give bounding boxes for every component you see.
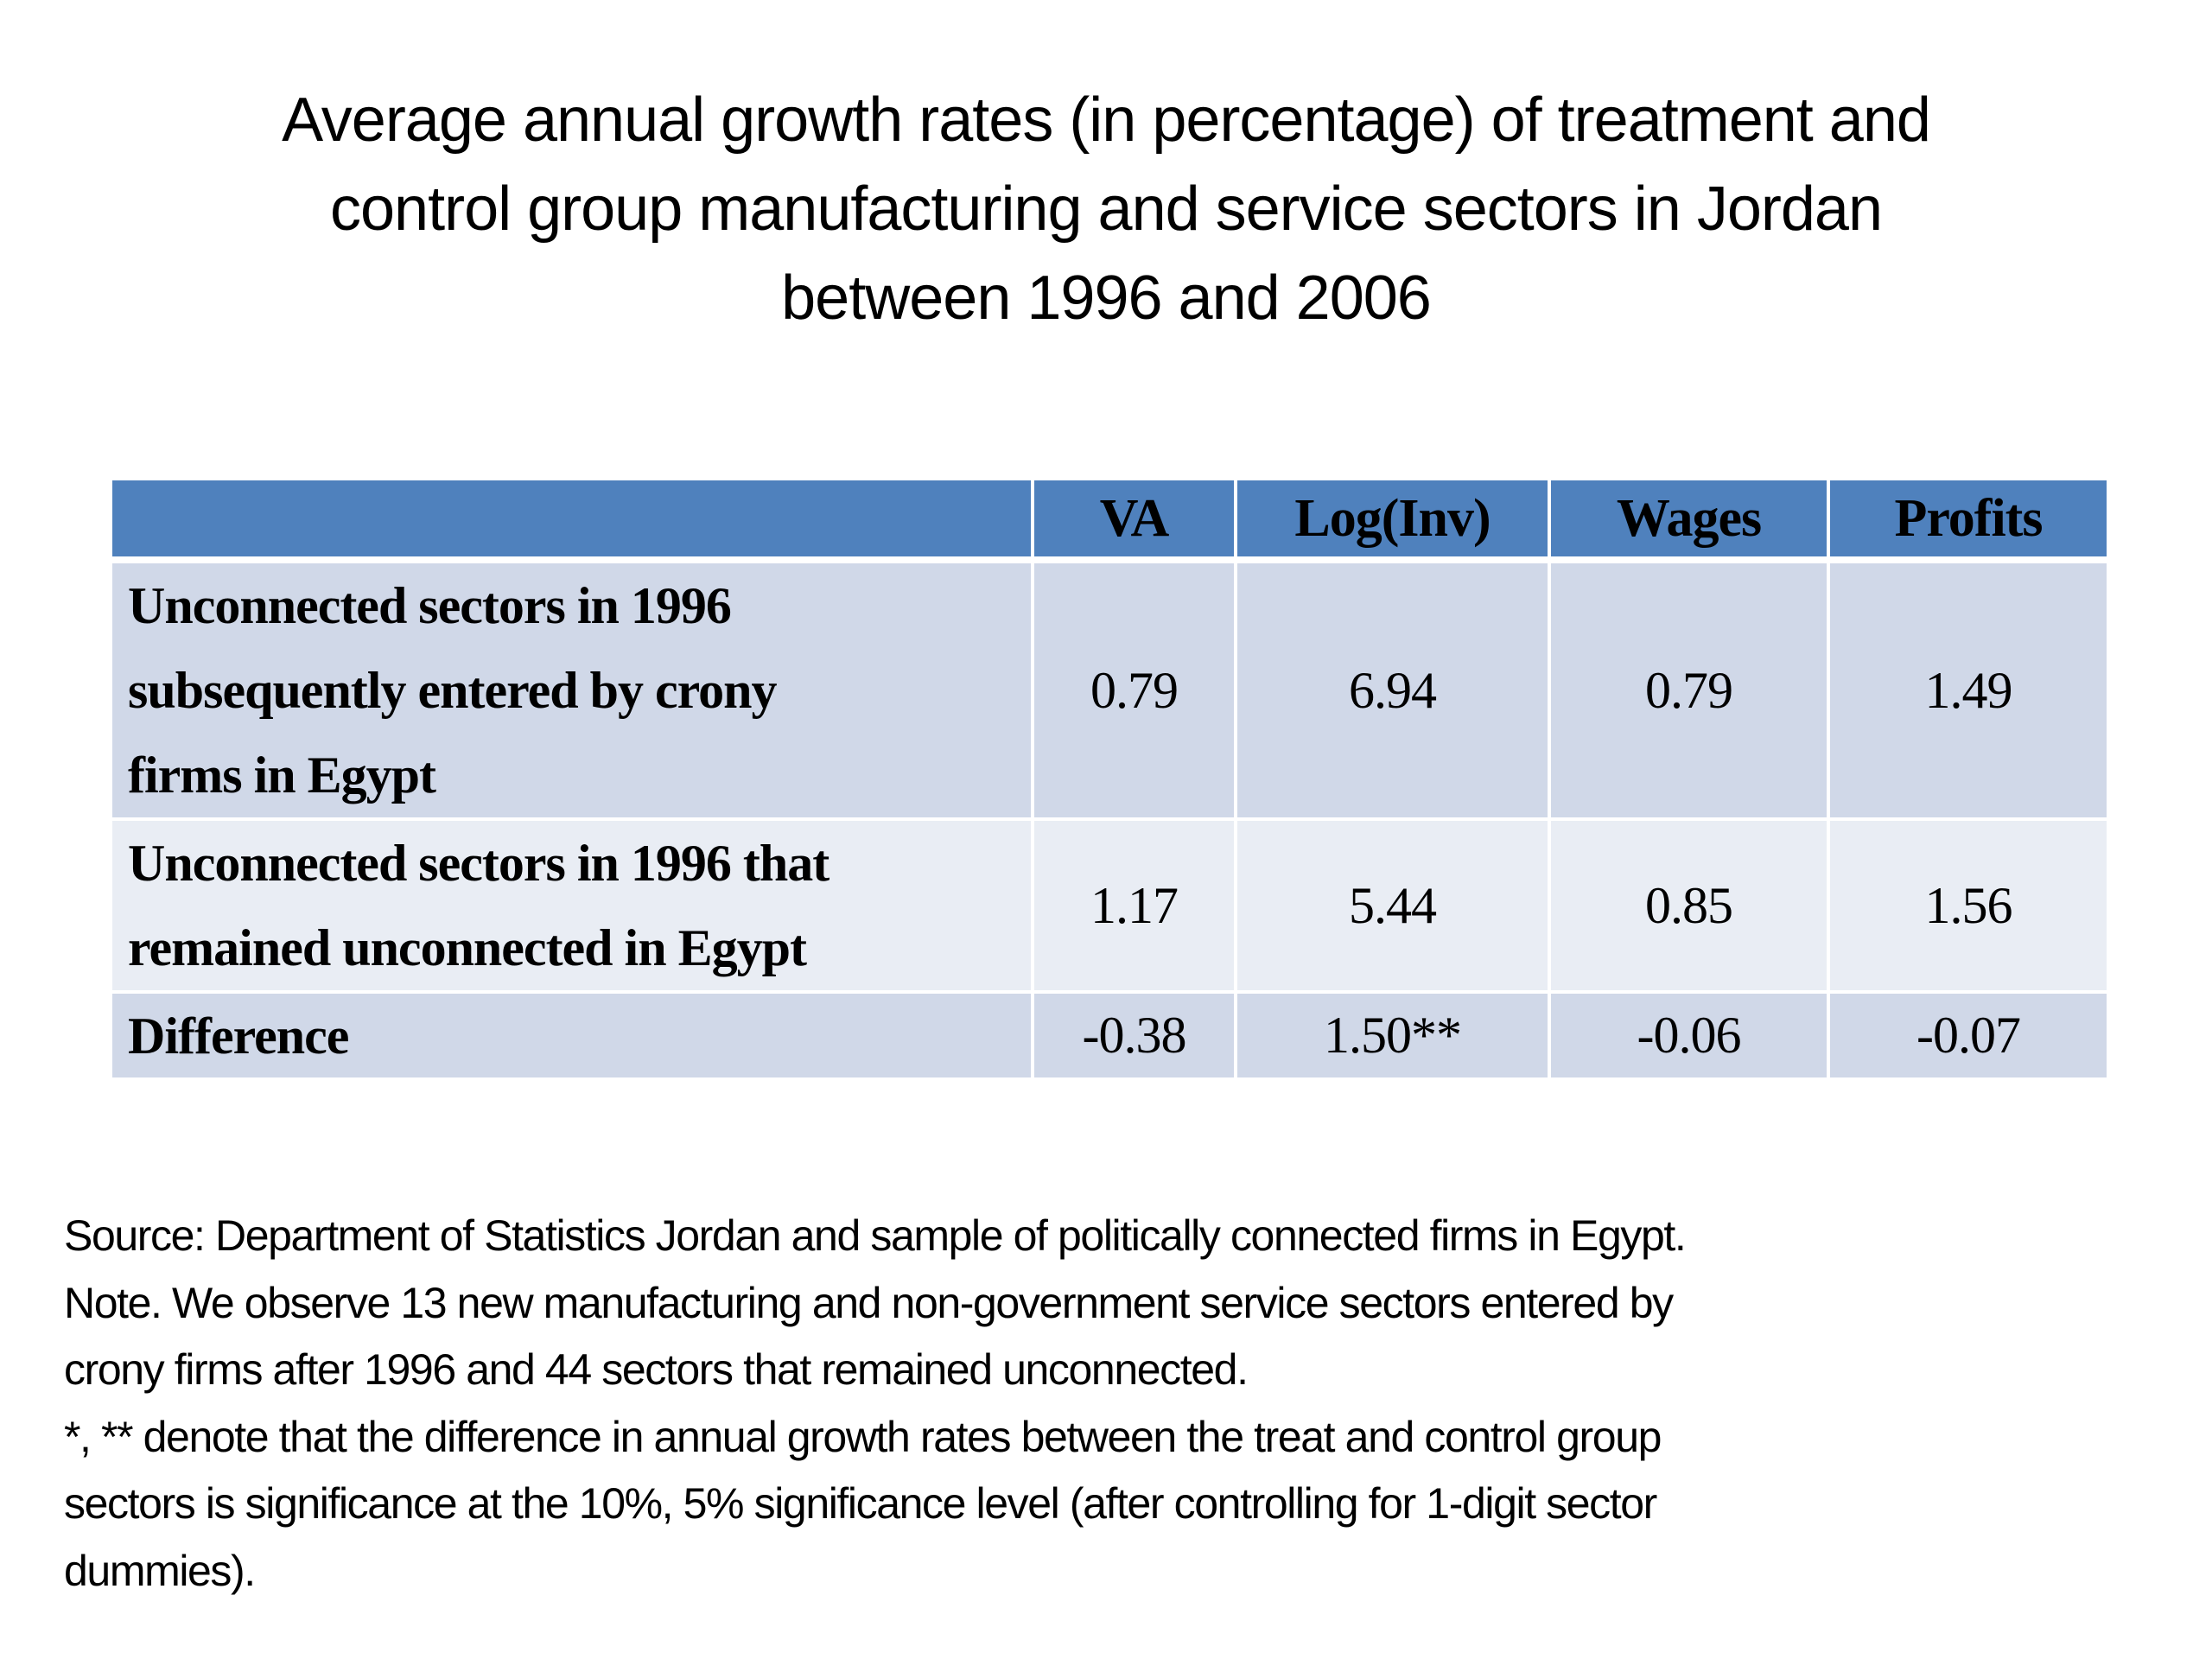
table-row-difference: Difference -0.38 1.50** -0.06 -0.07 xyxy=(112,994,2107,1081)
title-line: between 1996 and 2006 xyxy=(781,264,1432,333)
header-cell-log-inv: Log(Inv) xyxy=(1237,480,1551,563)
row-label: Difference xyxy=(112,994,1034,1081)
source-notes: Source: Department of Statistics Jordan … xyxy=(64,1203,2190,1605)
row-label: Unconnected sectors in 1996 that remaine… xyxy=(112,821,1034,994)
row-label-line: remained unconnected in Egypt xyxy=(128,919,807,976)
note-line: crony firms after 1996 and 44 sectors th… xyxy=(64,1345,1249,1394)
cell-log-inv: 6.94 xyxy=(1237,563,1551,821)
header-cell-wages: Wages xyxy=(1551,480,1830,563)
table-header-row: VA Log(Inv) Wages Profits xyxy=(112,480,2107,563)
row-label-line: firms in Egypt xyxy=(128,747,436,804)
cell-profits: 1.49 xyxy=(1830,563,2107,821)
title-line: control group manufacturing and service … xyxy=(330,175,1883,244)
significance-note-line: dummies). xyxy=(64,1546,256,1595)
cell-log-inv: 1.50** xyxy=(1237,994,1551,1081)
title-line: Average annual growth rates (in percenta… xyxy=(282,86,1931,155)
cell-va: 1.17 xyxy=(1034,821,1237,994)
row-label-line: subsequently entered by crony xyxy=(128,662,778,719)
note-line: Note. We observe 13 new manufacturing an… xyxy=(64,1278,1674,1327)
row-label-line: Unconnected sectors in 1996 xyxy=(128,577,732,634)
row-label-line: Unconnected sectors in 1996 that xyxy=(128,835,830,892)
cell-profits: -0.07 xyxy=(1830,994,2107,1081)
growth-rates-table: VA Log(Inv) Wages Profits Unconnected se… xyxy=(112,480,2107,1081)
row-label: Unconnected sectors in 1996 subsequently… xyxy=(112,563,1034,821)
table-row: Unconnected sectors in 1996 subsequently… xyxy=(112,563,2107,821)
cell-va: -0.38 xyxy=(1034,994,1237,1081)
source-line: Source: Department of Statistics Jordan … xyxy=(64,1211,1687,1260)
table-row: Unconnected sectors in 1996 that remaine… xyxy=(112,821,2107,994)
header-cell-va: VA xyxy=(1034,480,1237,563)
cell-va: 0.79 xyxy=(1034,563,1237,821)
cell-wages: 0.79 xyxy=(1551,563,1830,821)
cell-log-inv: 5.44 xyxy=(1237,821,1551,994)
header-cell-profits: Profits xyxy=(1830,480,2107,563)
header-cell-empty xyxy=(112,480,1034,563)
row-label-line: Difference xyxy=(128,1007,349,1065)
cell-wages: 0.85 xyxy=(1551,821,1830,994)
cell-profits: 1.56 xyxy=(1830,821,2107,994)
slide-title: Average annual growth rates (in percenta… xyxy=(130,76,2082,343)
significance-note-line: *, ** denote that the difference in annu… xyxy=(64,1412,1662,1461)
cell-wages: -0.06 xyxy=(1551,994,1830,1081)
significance-note-line: sectors is significance at the 10%, 5% s… xyxy=(64,1479,1657,1528)
